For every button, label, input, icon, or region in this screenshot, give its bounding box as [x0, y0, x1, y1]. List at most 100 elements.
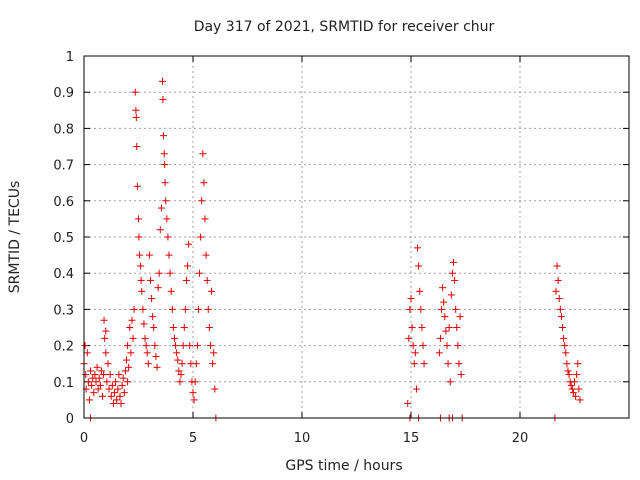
data-point: [415, 262, 423, 270]
data-point: [95, 374, 103, 382]
data-point: [182, 276, 190, 284]
data-point: [438, 305, 446, 313]
data-point: [201, 215, 209, 223]
data-point: [565, 371, 573, 379]
data-point: [138, 287, 146, 295]
data-point: [149, 313, 157, 321]
y-tick-label: 1: [66, 50, 74, 65]
data-point: [174, 356, 182, 364]
data-point: [572, 392, 580, 400]
data-point: [119, 374, 127, 382]
data-point: [91, 371, 99, 379]
data-point: [567, 381, 575, 389]
data-point: [179, 342, 187, 350]
data-point: [407, 295, 415, 303]
data-point: [575, 385, 583, 393]
data-points: [80, 77, 584, 422]
data-point: [111, 389, 119, 397]
data-point: [210, 349, 218, 357]
data-point: [109, 400, 117, 408]
data-point: [196, 269, 204, 277]
data-point: [189, 389, 197, 397]
data-point: [151, 342, 159, 350]
data-point: [556, 305, 564, 313]
data-point: [177, 371, 185, 379]
data-point: [167, 287, 175, 295]
data-point: [159, 95, 167, 103]
data-point: [448, 269, 456, 277]
data-point: [133, 182, 141, 190]
data-point: [445, 324, 453, 331]
data-point: [439, 284, 447, 292]
data-point: [144, 360, 152, 368]
data-point: [113, 396, 121, 404]
data-point: [135, 215, 142, 223]
y-tick-label: 0.7: [53, 159, 74, 174]
data-point: [184, 262, 192, 270]
data-point: [440, 298, 448, 306]
data-point: [127, 349, 135, 357]
y-tick-label: 0.5: [53, 231, 74, 246]
data-point: [155, 269, 163, 277]
data-point: [168, 305, 176, 313]
data-point: [133, 143, 141, 150]
data-point: [553, 262, 561, 270]
data-point: [121, 367, 129, 375]
data-point: [446, 378, 454, 386]
y-tick-label: 0: [66, 412, 74, 427]
data-point: [194, 305, 202, 313]
data-point: [88, 381, 96, 389]
data-point: [124, 342, 132, 350]
data-point: [191, 378, 199, 386]
data-point: [170, 334, 178, 342]
data-point: [203, 276, 211, 284]
x-tick-label: 15: [403, 431, 420, 446]
data-point: [181, 305, 189, 313]
data-point: [409, 342, 417, 350]
data-point: [450, 258, 458, 266]
data-point: [96, 381, 104, 389]
data-point: [136, 251, 144, 259]
data-point: [186, 342, 194, 350]
data-point: [178, 360, 186, 368]
data-point: [117, 400, 125, 408]
data-point: [552, 287, 560, 295]
data-point: [156, 226, 164, 234]
data-point: [137, 276, 145, 284]
data-point: [198, 197, 206, 205]
y-tick-label: 0.9: [53, 86, 74, 101]
x-tick-label: 20: [512, 431, 529, 446]
data-point: [455, 360, 463, 368]
data-point: [87, 367, 95, 375]
plot-frame: [83, 55, 630, 419]
data-point: [165, 251, 173, 259]
data-point: [405, 334, 413, 342]
data-point: [412, 385, 420, 393]
data-point: [190, 396, 198, 404]
data-point: [105, 385, 113, 393]
tick-labels: 00.10.20.30.40.50.60.70.80.910 5 10 15 20: [53, 50, 528, 446]
data-point: [131, 88, 139, 96]
data-point: [101, 334, 109, 342]
data-point: [571, 378, 578, 386]
data-point: [152, 352, 160, 360]
data-point: [97, 367, 105, 375]
data-point: [576, 396, 584, 404]
data-point: [89, 374, 97, 382]
data-point: [554, 276, 562, 284]
data-point: [139, 305, 147, 313]
data-point: [82, 371, 90, 379]
data-point: [417, 305, 425, 313]
data-point: [160, 132, 168, 140]
data-point: [141, 334, 149, 342]
data-point: [93, 363, 101, 371]
data-point: [414, 244, 422, 252]
x-tick-label: 0: [80, 431, 88, 446]
x-axis-label: GPS time / hours: [285, 458, 402, 474]
data-point: [81, 342, 89, 350]
data-point: [126, 324, 134, 331]
data-point: [107, 392, 115, 400]
data-point: [404, 400, 412, 408]
data-point: [157, 204, 165, 212]
data-point: [175, 367, 183, 375]
